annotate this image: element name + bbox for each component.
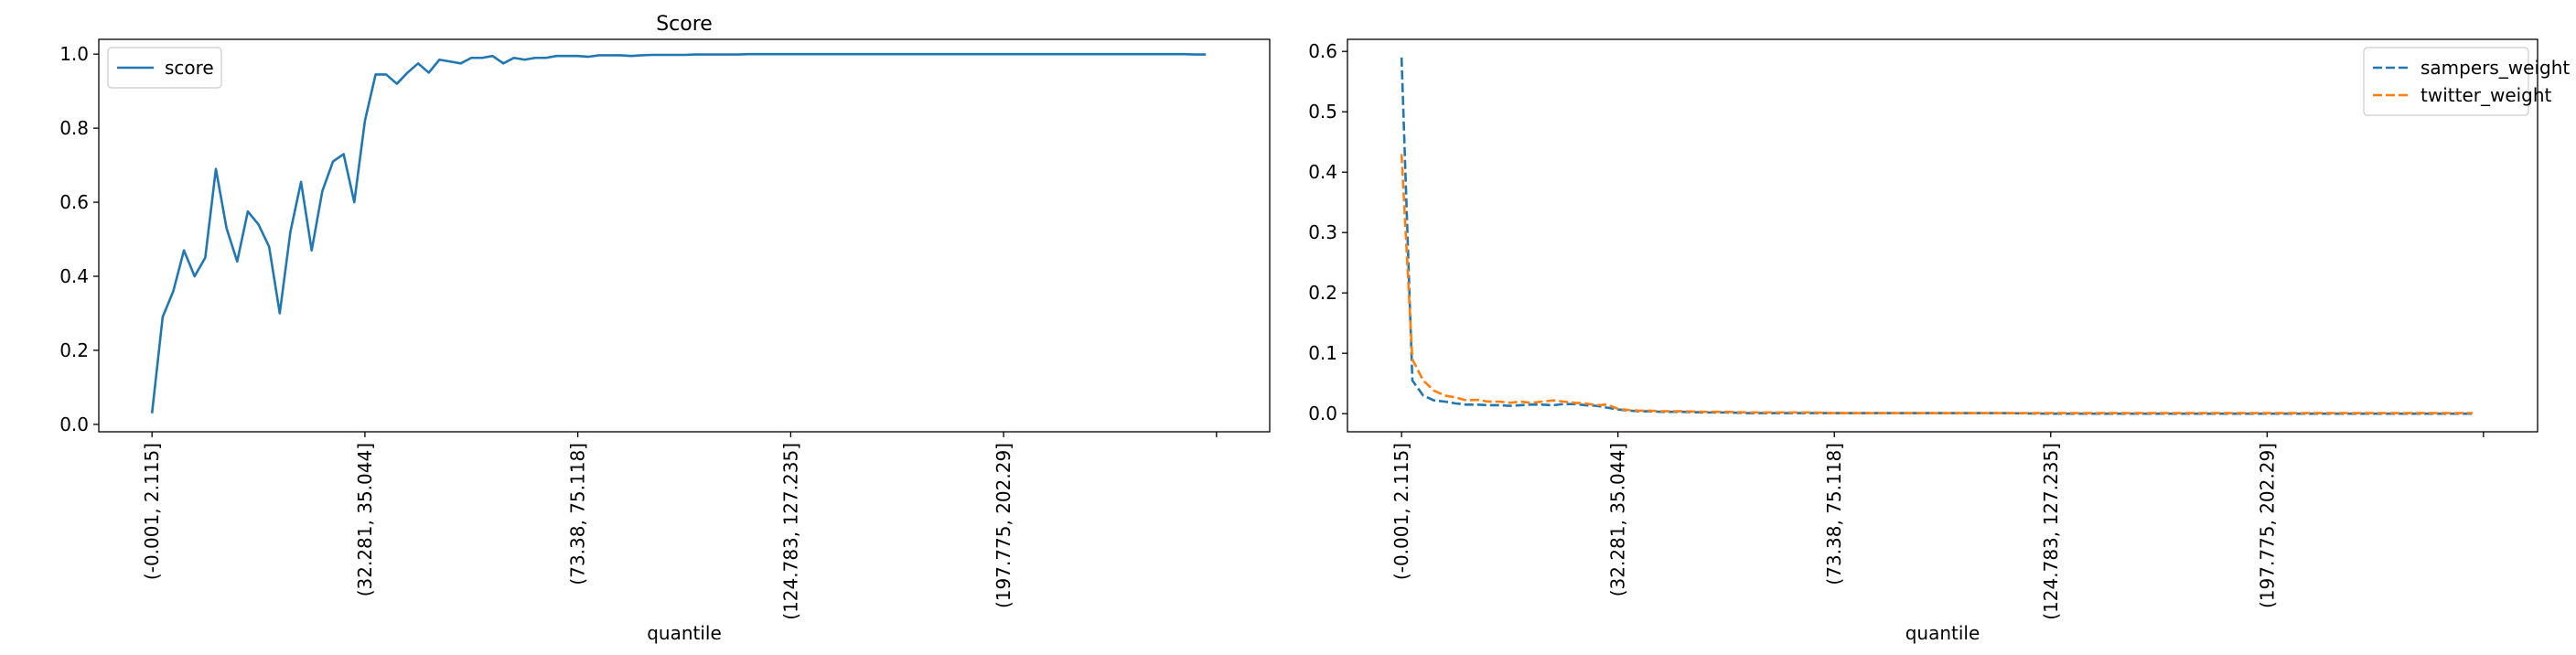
- y-tick-label: 0.5: [1308, 101, 1337, 123]
- y-tick-label: 0.2: [59, 339, 89, 361]
- legend-box: [107, 47, 222, 89]
- legend-label: sampers_weight: [2420, 57, 2570, 79]
- y-tick-label: 0.1: [1308, 342, 1337, 364]
- series-line-twitter_weight: [1400, 154, 2474, 414]
- x-tick-label: (-0.001, 2.115]: [141, 443, 163, 580]
- series-line-sampers_weight: [1400, 57, 2474, 415]
- y-tick-label: 0.0: [1308, 403, 1337, 424]
- x-tick-label: (-0.001, 2.115]: [1390, 443, 1412, 580]
- y-tick-label: 0.6: [1308, 40, 1337, 62]
- x-tick-label: (32.281, 35.044]: [354, 443, 376, 596]
- series-line-score: [150, 52, 1207, 413]
- x-tick-label: (197.775, 202.29]: [2256, 443, 2278, 608]
- y-tick-label: 0.4: [59, 265, 89, 287]
- x-axis-label: quantile: [1905, 622, 1980, 644]
- chart-panel-2: 0.0 0.1 0.2 0.3 0.4 0.5 0.6 (-0.001, 2.115] (32.…: [1308, 38, 2570, 644]
- legend-box: [2363, 47, 2529, 116]
- legend: score: [107, 47, 222, 89]
- x-axis-label: quantile: [647, 622, 722, 644]
- x-tick-label: (73.38, 75.118]: [1823, 443, 1845, 585]
- y-tick-label: 0.4: [1308, 161, 1337, 183]
- x-tick-label: (73.38, 75.118]: [567, 443, 589, 585]
- plot-frame: [98, 38, 1271, 433]
- x-tick-label: (124.783, 127.235]: [779, 443, 801, 620]
- y-tick-label: 0.6: [59, 191, 89, 213]
- legend: sampers_weight twitter_weight: [2363, 47, 2570, 116]
- x-tick-label: (32.281, 35.044]: [1607, 443, 1629, 596]
- chart-panel-1: Score 0.0 0.2 0.4 0.6 0.8 1.0 (-0.001, 2.115] (3…: [59, 13, 1271, 644]
- x-tick-label: (124.783, 127.235]: [2040, 443, 2062, 620]
- chart-title: Score: [656, 13, 713, 36]
- y-tick-label: 0.3: [1308, 221, 1337, 243]
- y-tick-label: 0.8: [59, 117, 89, 139]
- legend-label: score: [165, 57, 214, 79]
- legend-label: twitter_weight: [2420, 84, 2552, 106]
- y-tick-label: 0.0: [59, 413, 89, 435]
- y-tick-label: 0.2: [1308, 282, 1337, 304]
- y-tick-label: 1.0: [59, 43, 89, 65]
- plot-frame: [1347, 38, 2538, 433]
- x-tick-label: (197.775, 202.29]: [993, 443, 1014, 608]
